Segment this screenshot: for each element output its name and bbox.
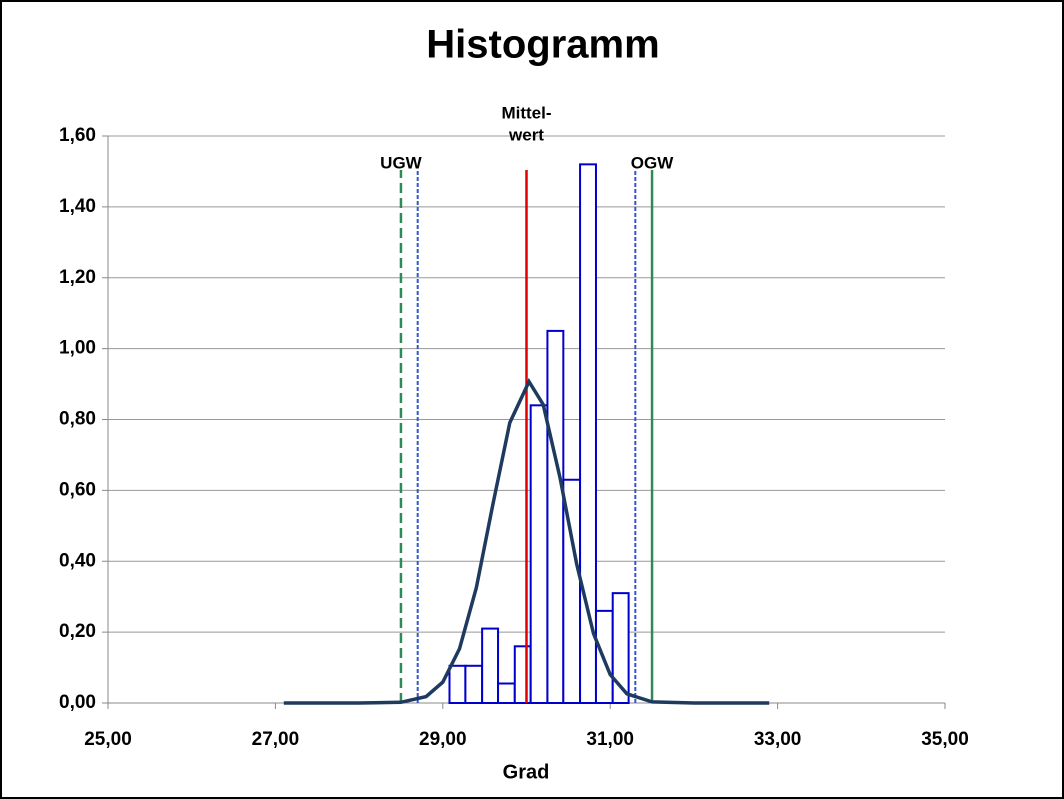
bar xyxy=(579,163,597,705)
y-tick-label: 0,00 xyxy=(59,692,96,713)
x-tick-label: 25,00 xyxy=(84,729,132,750)
bar xyxy=(497,682,516,705)
bar xyxy=(481,627,500,704)
reference-label: Mittel- xyxy=(501,103,551,122)
y-tick-label: 1,60 xyxy=(59,125,96,146)
bar xyxy=(448,664,467,705)
reference-label: UGW xyxy=(380,153,423,172)
normal-curve xyxy=(283,377,770,705)
reference-label: OGW xyxy=(631,153,674,172)
x-tick-label: 31,00 xyxy=(586,729,634,750)
x-tick-label: 29,00 xyxy=(419,729,467,750)
x-axis-label: Grad xyxy=(503,761,550,783)
y-tick-label: 1,40 xyxy=(59,196,96,217)
y-tick-label: 0,20 xyxy=(59,621,96,642)
x-tick-label: 35,00 xyxy=(921,729,969,750)
y-tick-label: 1,00 xyxy=(59,338,96,359)
y-tick-label: 0,60 xyxy=(59,479,96,500)
x-tick-label: 27,00 xyxy=(252,729,300,750)
y-tick-label: 1,20 xyxy=(59,267,96,288)
bar xyxy=(529,404,549,704)
chart-title: Histogramm xyxy=(426,23,659,67)
y-tick-label: 0,40 xyxy=(59,550,96,571)
bar xyxy=(611,592,630,704)
x-tick-label: 33,00 xyxy=(754,729,802,750)
bar xyxy=(546,329,565,704)
y-tick-label: 0,80 xyxy=(59,409,96,430)
bar xyxy=(513,645,532,704)
bar xyxy=(464,664,484,705)
reference-label: wert xyxy=(508,125,544,144)
